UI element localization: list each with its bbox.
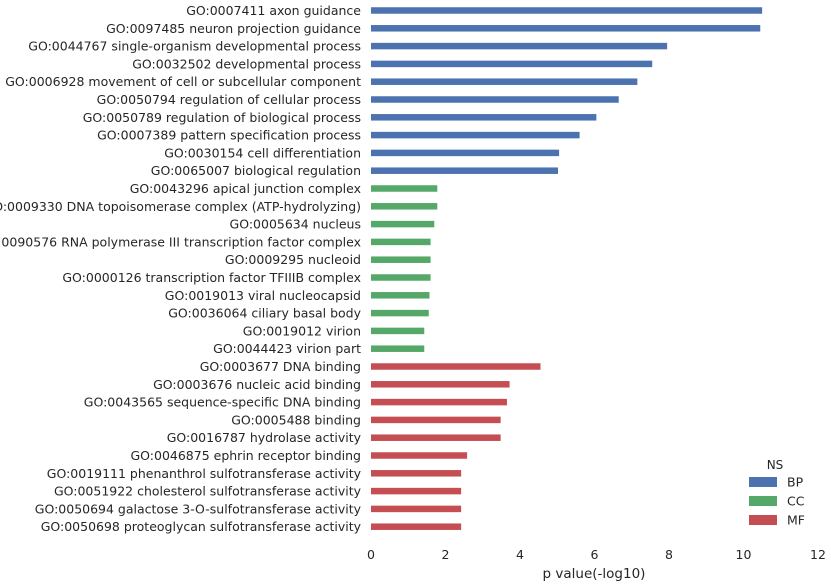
x-axis-title: p value(-log10)	[543, 566, 646, 582]
category-label: GO:0050794 regulation of cellular proces…	[97, 92, 361, 107]
category-label: GO:0019013 viral nucleocapsid	[165, 288, 361, 303]
x-tick-label: 4	[516, 547, 524, 562]
bars-layer	[371, 7, 763, 530]
legend-swatch-mf	[749, 515, 777, 525]
bar-mf-24	[371, 434, 501, 441]
x-tick-label: 12	[810, 547, 826, 562]
category-label: GO:0009295 nucleoid	[225, 252, 361, 267]
category-label: GO:0003676 nucleic acid binding	[153, 377, 361, 392]
category-label: GO:0030154 cell differentiation	[164, 145, 361, 160]
category-label: GO:0007389 pattern specification process	[97, 128, 361, 143]
category-label: GO:0050789 regulation of biological proc…	[83, 110, 361, 125]
bar-bp-9	[371, 167, 558, 174]
category-label: GO:0043296 apical junction complex	[130, 181, 361, 196]
category-label: GO:0009330 DNA topoisomerase complex (AT…	[0, 199, 361, 214]
bar-mf-20	[371, 363, 541, 370]
bar-cc-19	[371, 345, 425, 352]
bar-bp-8	[371, 149, 560, 157]
category-label: GO:0051922 cholesterol sulfotransferase …	[54, 484, 362, 499]
category-labels: GO:0007411 axon guidance GO:0097485 neuro…	[0, 3, 362, 534]
category-label: GO:0097485 neuron projection guidance	[106, 21, 361, 36]
bar-mf-26	[371, 470, 462, 477]
legend-title: NS	[767, 458, 784, 472]
category-label: GO:0003677 DNA binding	[200, 359, 361, 374]
legend-swatch-bp	[749, 477, 777, 487]
category-label: GO:0090576 RNA polymerase III transcript…	[0, 234, 361, 249]
bar-mf-21	[371, 381, 510, 388]
category-label: GO:0044767 single-organism developmental…	[28, 39, 361, 54]
category-label: GO:0019111 phenanthrol sulfotransferase …	[47, 466, 362, 481]
category-label: GO:0006928 movement of cell or subcellul…	[5, 74, 361, 89]
bar-bp-7	[371, 131, 580, 139]
category-label: GO:0016787 hydrolase activity	[167, 430, 362, 445]
bar-bp-5	[371, 96, 619, 103]
category-label: GO:0050698 proteoglycan sulfotransferase…	[41, 519, 362, 534]
legend-label-mf: MF	[787, 513, 805, 528]
x-tick-label: 6	[591, 547, 599, 562]
x-tick-label: 2	[442, 547, 450, 562]
bar-mf-28	[371, 505, 462, 513]
category-label: GO:0043565 sequence-specific DNA binding	[84, 395, 361, 410]
category-label: GO:0036064 ciliary basal body	[168, 306, 361, 321]
bar-mf-23	[371, 416, 501, 424]
bar-cc-11	[371, 203, 438, 210]
bar-cc-18	[371, 327, 425, 335]
x-tick-label: 0	[367, 547, 375, 562]
bar-bp-1	[371, 25, 761, 32]
bar-cc-12	[371, 220, 435, 228]
category-label: GO:0032502 developmental process	[132, 56, 361, 71]
bar-bp-6	[371, 114, 597, 121]
bar-bp-0	[371, 7, 763, 14]
bar-cc-13	[371, 238, 431, 246]
bar-bp-4	[371, 78, 638, 85]
category-label: GO:0046875 ephrin receptor binding	[130, 448, 361, 463]
x-tick-label: 10	[736, 547, 752, 562]
category-label: GO:0019012 virion	[243, 323, 361, 338]
bar-mf-25	[371, 452, 468, 459]
bar-bp-3	[371, 60, 653, 68]
category-label: GO:0044423 virion part	[213, 341, 361, 356]
category-label: GO:0005488 binding	[231, 412, 361, 427]
category-label: GO:0000126 transcription factor TFIIIB c…	[62, 270, 361, 285]
bar-cc-16	[371, 292, 430, 299]
bar-bp-2	[371, 42, 668, 50]
category-label: GO:0065007 biological regulation	[151, 163, 361, 178]
category-label: GO:0005634 nucleus	[230, 217, 361, 232]
bar-cc-15	[371, 274, 431, 281]
bar-mf-29	[371, 523, 462, 530]
category-label: GO:0050694 galactose 3-O-sulfotransferas…	[35, 501, 362, 516]
legend-label-bp: BP	[787, 475, 804, 490]
bar-cc-17	[371, 309, 429, 317]
category-label: GO:0007411 axon guidance	[186, 3, 361, 18]
legend-label-cc: CC	[787, 494, 805, 509]
bar-cc-14	[371, 256, 431, 263]
bar-mf-22	[371, 398, 507, 406]
x-tick-label: 8	[665, 547, 673, 562]
x-axis-ticks: 0 2 4 6 8 10 12	[367, 547, 826, 562]
legend-swatch-cc	[749, 496, 777, 506]
bar-mf-27	[371, 487, 462, 495]
bar-cc-10	[371, 185, 438, 192]
